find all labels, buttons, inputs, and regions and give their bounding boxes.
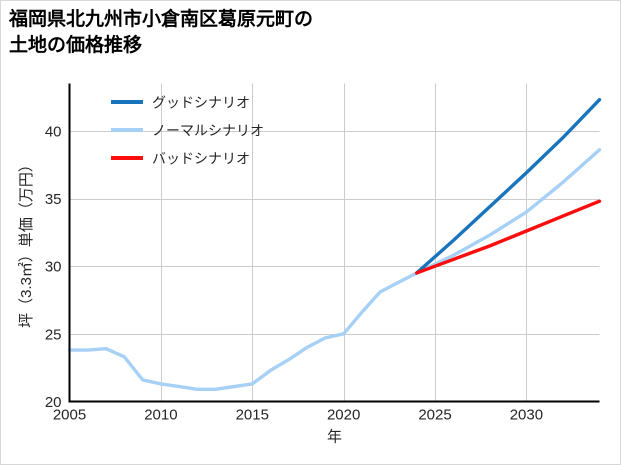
- x-tick-label: 2015: [236, 407, 269, 424]
- x-tick-labels: 2005 2010 2015 2020 2025 2030: [53, 407, 543, 424]
- x-tick-label: 2010: [144, 407, 177, 424]
- y-tick-label: 25: [45, 326, 62, 343]
- legend-label-normal: ノーマルシナリオ: [152, 123, 264, 139]
- y-tick-label: 20: [45, 394, 62, 411]
- y-tick-label: 30: [45, 259, 62, 276]
- series-line-good: [415, 98, 602, 275]
- x-tick-label: 2005: [53, 407, 86, 424]
- y-tick-label: 35: [45, 191, 62, 208]
- page-title: 福岡県北九州市小倉南区葛原元町の 土地の価格推移: [9, 9, 314, 56]
- x-tick-label: 2030: [510, 407, 543, 424]
- gridlines-group: [69, 83, 600, 402]
- axis-spines: [68, 83, 600, 403]
- series-group: [67, 98, 602, 392]
- x-tick-label: 2020: [327, 407, 360, 424]
- series-line-bad: [415, 199, 602, 275]
- x-tick-label: 2025: [418, 407, 451, 424]
- y-axis-title: 坪（3.3㎡）単価（万円）: [18, 157, 35, 328]
- x-axis-title: 年: [327, 429, 342, 446]
- axis-titles: 年 坪（3.3㎡）単価（万円）: [18, 157, 342, 445]
- axis-spine-left-bottom: [68, 83, 600, 403]
- y-tick-label: 40: [45, 123, 62, 140]
- legend-label-bad: バッドシナリオ: [152, 151, 250, 167]
- series-line-normal: [67, 148, 602, 392]
- y-tick-labels: 20 25 30 35 40: [45, 123, 62, 411]
- legend-label-good: グッドシナリオ: [152, 95, 250, 111]
